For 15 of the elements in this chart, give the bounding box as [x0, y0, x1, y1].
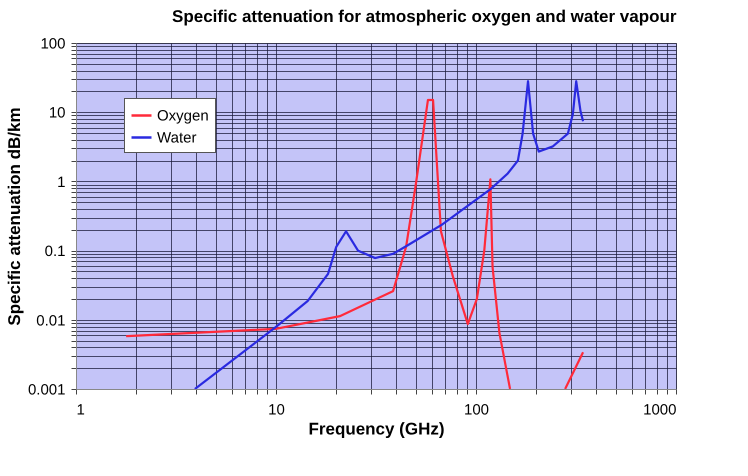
x-tick-label: 10 — [268, 402, 285, 418]
chart-title: Specific attenuation for atmospheric oxygen and water vapour — [172, 7, 677, 26]
x-tick-label: 1000 — [643, 402, 676, 418]
y-tick-label: 100 — [40, 36, 66, 52]
y-tick-label: 0.1 — [44, 243, 66, 260]
y-tick-label: 10 — [48, 104, 66, 122]
x-tick-label: 1 — [76, 402, 85, 418]
y-axis-title: Specific attenuation dB/km — [4, 107, 24, 326]
legend-label: Oxygen — [157, 108, 209, 124]
y-tick-label: 0.01 — [36, 312, 66, 330]
legend-label: Water — [157, 130, 196, 146]
x-axis-title: Frequency (GHz) — [308, 420, 445, 438]
y-tick-label: 1 — [57, 174, 66, 191]
y-tick-label: 0.001 — [28, 382, 66, 398]
x-tick-label: 100 — [464, 402, 490, 418]
